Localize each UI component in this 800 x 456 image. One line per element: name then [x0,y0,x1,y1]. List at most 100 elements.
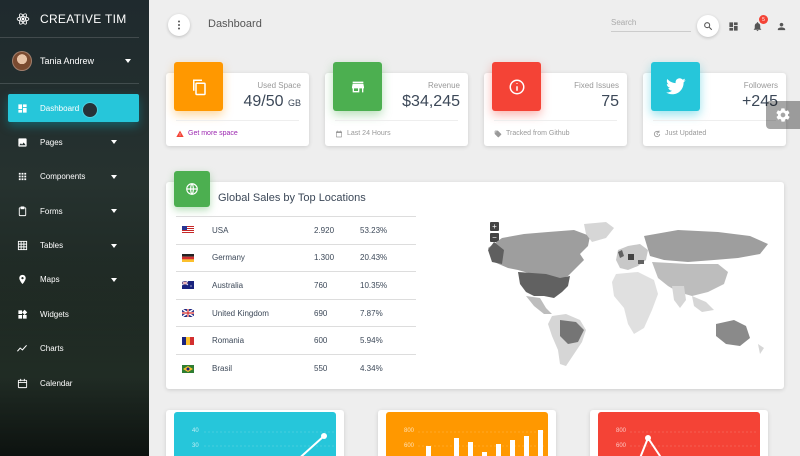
sidebar-item-label: Forms [40,206,63,216]
widgets-icon [16,308,28,320]
sidebar-nav: Dashboard Pages Components Forms [0,84,149,397]
sidebar-item-dashboard[interactable]: Dashboard [8,94,139,122]
stat-footer-text: Tracked from Github [506,130,570,137]
stat-footer: Last 24 Hours [335,120,458,146]
notification-count-badge: 5 [759,15,768,24]
profile-button[interactable] [775,20,787,32]
stat-value: $34,245 [402,93,460,110]
map-region-southeast-asia[interactable] [692,296,714,312]
map-region-russia[interactable] [644,230,768,262]
country-name: Romania [212,326,314,355]
sidebar-item-calendar[interactable]: Calendar [8,369,139,397]
sales-value: 600 [314,326,360,355]
info-icon [492,62,541,111]
stat-card-followers: Followers +245 Just Updated [643,62,786,146]
chevron-down-icon [111,209,117,214]
tag-icon [494,130,502,138]
sales-percent: 4.34% [360,353,416,383]
chevron-down-icon [111,140,117,145]
sidebar-item-pages[interactable]: Pages [8,128,139,156]
user-name: Tania Andrew [40,55,95,66]
timeline-icon [16,343,28,355]
gear-icon [776,108,790,122]
store-icon [333,62,382,111]
map-region-romania[interactable] [638,260,644,264]
notifications-button[interactable]: 5 [751,15,768,32]
sidebar-item-components[interactable]: Components [8,163,139,191]
brand[interactable]: CREATIVE TIM [0,0,139,38]
sales-value: 550 [314,353,360,383]
map-zoom-in-button[interactable]: + [490,222,499,231]
map-region-alaska[interactable] [488,242,504,264]
chart-card-daily-sales: 40 30 [166,410,344,456]
map-region-africa[interactable] [612,272,658,334]
map-zoom-out-button[interactable]: − [490,233,499,242]
sidebar-item-forms[interactable]: Forms [8,197,139,225]
stat-footer: Get more space [176,120,299,146]
dashboard-icon [728,21,738,31]
sidebar-item-tables[interactable]: Tables [8,232,139,260]
sidebar-item-label: Maps [40,275,60,285]
image-icon [16,136,28,148]
map-region-new-zealand[interactable] [758,344,764,354]
search-icon [704,22,713,31]
sidebar-item-charts[interactable]: Charts [8,335,139,363]
flag-us-icon [176,216,212,245]
stat-card-fixed-issues: Fixed Issues 75 Tracked from Github [484,62,627,146]
country-name: United Kingdom [212,298,314,327]
table-row: USA 2.920 53.23% [176,216,416,245]
stat-footer: Just Updated [653,120,776,146]
world-map[interactable] [488,220,778,370]
sidebar-item-widgets[interactable]: Widgets [8,300,139,328]
dashboard-link[interactable] [727,20,739,32]
brand-name: CREATIVE TIM [40,11,127,26]
country-name: USA [212,216,314,245]
global-sales-card: Global Sales by Top Locations USA 2.920 … [166,171,784,389]
line-chart [630,431,758,456]
sales-percent: 20.43% [360,243,416,272]
sales-percent: 53.23% [360,216,416,245]
sales-value: 1.300 [314,243,360,272]
map-region-brazil[interactable] [560,320,584,344]
map-region-usa[interactable] [518,272,570,298]
card-title: Global Sales by Top Locations [218,192,366,204]
map-region-greenland[interactable] [584,222,614,242]
stat-label: Used Space [257,81,301,90]
twitter-icon [651,62,700,111]
get-more-space-link[interactable]: Get more space [188,130,238,137]
map-region-asia[interactable] [652,262,728,296]
chevron-down-icon [111,174,117,179]
map-region-mexico[interactable] [526,296,552,314]
sales-percent: 10.35% [360,271,416,300]
chart-card-email-subscriptions: 800 600 [378,410,556,456]
country-name: Australia [212,271,314,300]
chevron-down-icon [111,243,117,248]
sidebar-item-label: Tables [40,241,64,251]
flag-br-icon [176,353,212,383]
grid-icon [16,240,28,252]
map-region-india[interactable] [672,286,686,308]
chart-area: 40 30 [174,412,336,456]
person-icon [777,22,785,30]
settings-toggle[interactable] [766,101,800,129]
search-button[interactable] [697,15,719,37]
map-region-canada[interactable] [488,230,590,282]
y-tick-label: 600 [616,443,627,449]
sales-percent: 5.94% [360,326,416,355]
map-region-australia[interactable] [716,320,750,346]
map-region-uk[interactable] [618,250,624,258]
globe-icon [174,171,210,207]
flag-ro-icon [176,326,212,355]
sidebar-item-maps[interactable]: Maps [8,266,139,294]
y-tick-label: 800 [616,428,627,434]
sales-table: USA 2.920 53.23% Germany 1.300 20.43% Au… [176,216,416,383]
menu-toggle-button[interactable] [168,14,190,36]
user-profile[interactable]: Tania Andrew [0,38,139,84]
sales-percent: 7.87% [360,298,416,327]
search-input[interactable]: Search [611,18,691,32]
stat-footer: Tracked from Github [494,120,617,146]
chart-area: 800 600 [598,412,760,456]
map-region-germany[interactable] [628,254,634,260]
chart-area: 800 600 [386,412,548,456]
stat-label: Revenue [427,81,460,90]
